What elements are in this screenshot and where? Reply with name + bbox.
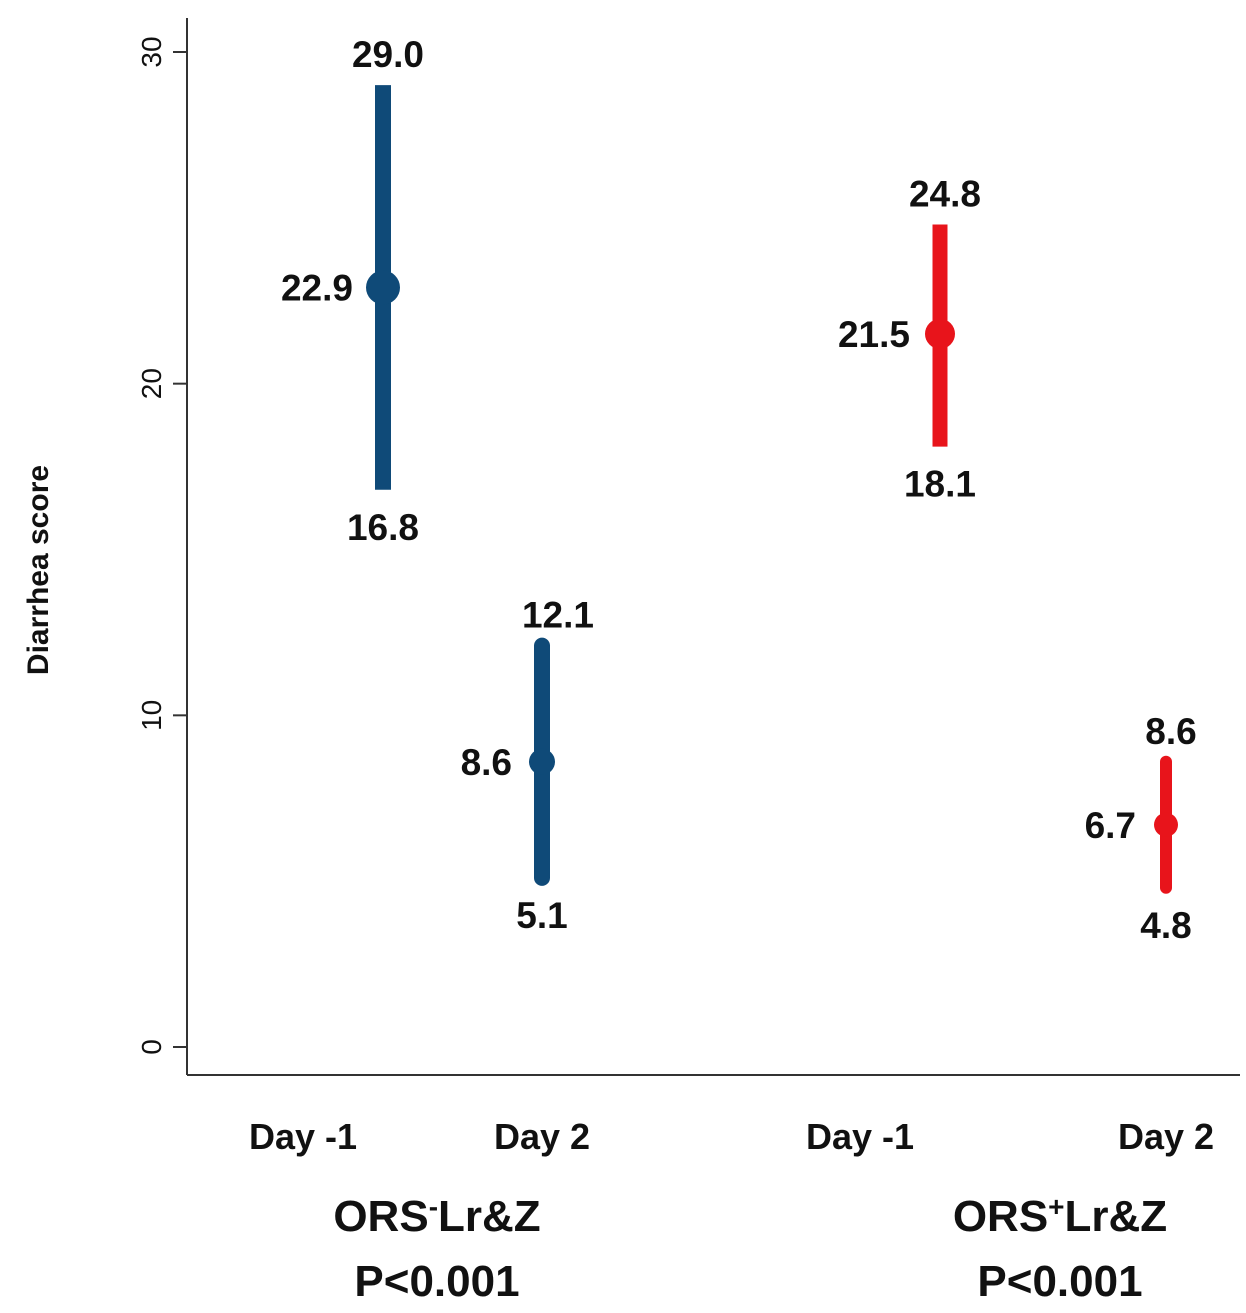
group-label-superscript: - xyxy=(429,1191,438,1222)
group-label: ORS+Lr&Z xyxy=(953,1191,1167,1242)
mean-label: 8.6 xyxy=(461,742,512,783)
x-category-label: Day 2 xyxy=(494,1116,590,1157)
y-tick-label: 10 xyxy=(136,700,167,731)
upper-ci-label: 8.6 xyxy=(1145,711,1196,752)
x-category-label: Day -1 xyxy=(806,1116,914,1157)
y-tick-label: 0 xyxy=(136,1039,167,1055)
group-label-main: ORS xyxy=(953,1192,1048,1241)
mean-label: 21.5 xyxy=(838,314,910,355)
mean-marker xyxy=(529,748,555,775)
upper-ci-label: 24.8 xyxy=(909,173,981,214)
mean-marker xyxy=(925,318,955,349)
y-tick-label: 30 xyxy=(136,36,167,67)
chart-marks xyxy=(366,85,1178,894)
lower-ci-label: 16.8 xyxy=(347,507,419,548)
lower-ci-label: 18.1 xyxy=(904,464,976,505)
x-category-label: Day 2 xyxy=(1118,1116,1214,1157)
mean-marker xyxy=(1154,812,1178,837)
axes: 0 10 20 30 xyxy=(136,18,1240,1076)
p-value-label: P<0.001 xyxy=(354,1257,519,1306)
mean-marker xyxy=(366,270,400,305)
group-label-rest: Lr&Z xyxy=(1065,1192,1168,1241)
group-label: ORS-Lr&Z xyxy=(333,1191,540,1242)
group-label-rest: Lr&Z xyxy=(438,1192,541,1241)
lower-ci-label: 4.8 xyxy=(1140,905,1191,946)
x-category-label: Day -1 xyxy=(249,1116,357,1157)
group-label-main: ORS xyxy=(333,1192,428,1241)
mean-label: 22.9 xyxy=(281,267,353,308)
lower-ci-label: 5.1 xyxy=(516,895,567,936)
upper-ci-label: 29.0 xyxy=(352,34,424,75)
y-tick-label: 20 xyxy=(136,368,167,399)
p-value-label: P<0.001 xyxy=(977,1257,1142,1306)
chart-labels: Diarrhea score 29.0 16.8 22.9 Day -1 12.1 5.1 8… xyxy=(22,34,1214,1306)
group-label-superscript: + xyxy=(1048,1191,1064,1222)
y-axis-title: Diarrhea score xyxy=(22,465,55,675)
upper-ci-label: 12.1 xyxy=(522,595,594,636)
mean-label: 6.7 xyxy=(1085,805,1136,846)
